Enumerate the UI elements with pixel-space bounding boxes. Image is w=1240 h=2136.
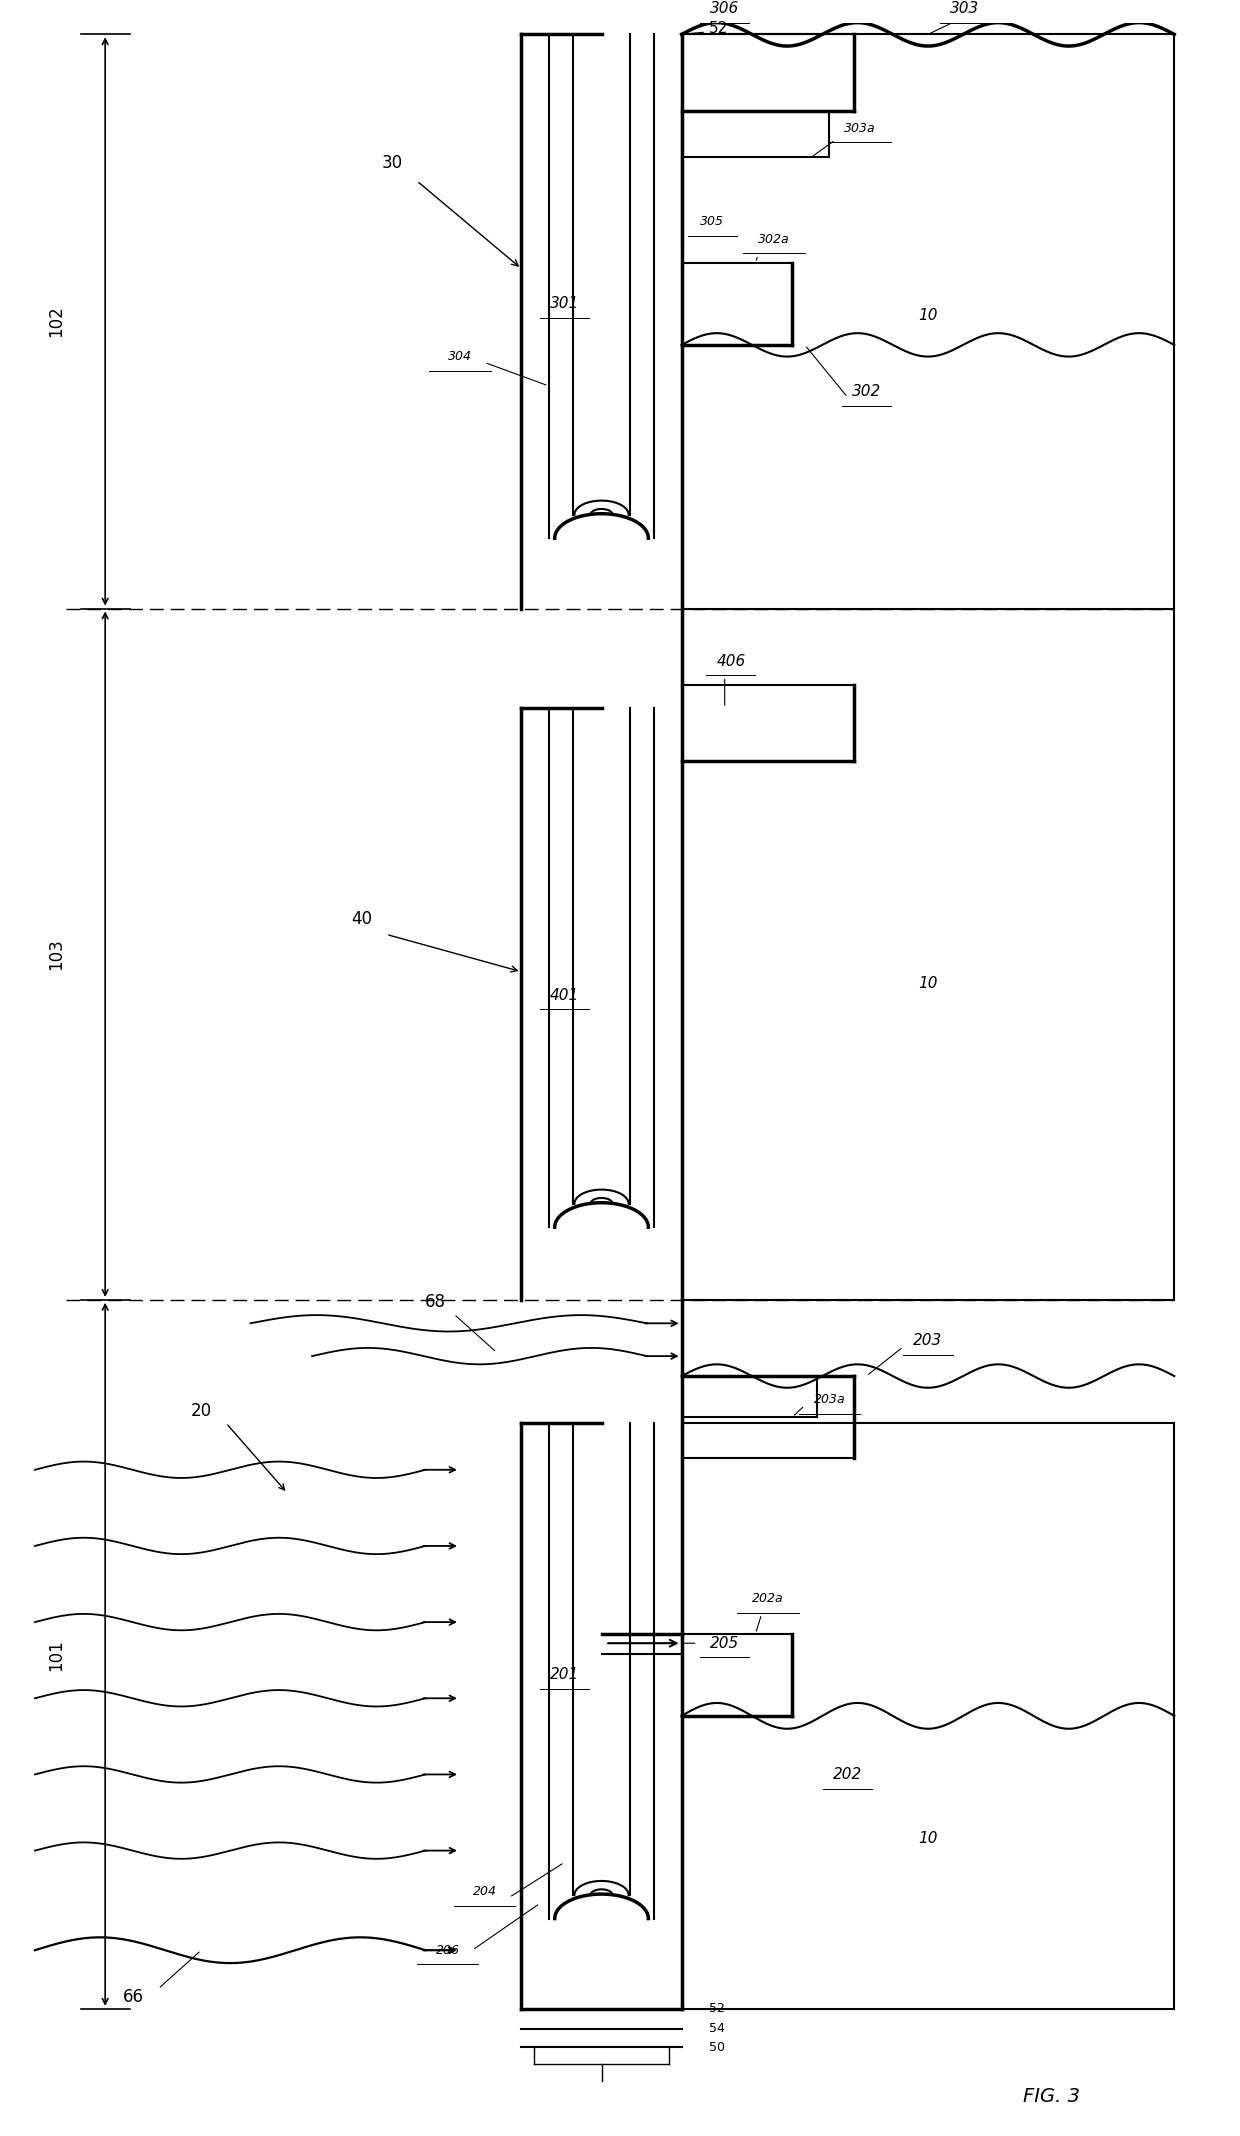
Text: 54: 54 [709,2023,724,2036]
Text: 20: 20 [191,1401,212,1420]
Text: 10: 10 [918,976,937,991]
Text: 304: 304 [448,350,472,363]
Text: 10: 10 [918,308,937,323]
Text: 50: 50 [709,2042,724,2055]
Bar [682,34,1174,609]
Text: 303: 303 [950,2,980,17]
Text: 102: 102 [47,305,64,337]
Text: 204: 204 [472,1886,496,1899]
Text: 52: 52 [709,2001,724,2014]
Text: 406: 406 [717,654,745,669]
Text: FIG. 3: FIG. 3 [1023,2087,1080,2106]
Text: 303a: 303a [844,122,875,135]
Text: 302: 302 [852,384,880,399]
Bar [682,609,1174,1301]
Text: 10: 10 [918,1831,937,1846]
Text: 66: 66 [123,1989,144,2006]
Text: 203: 203 [914,1333,942,1348]
Text: 101: 101 [47,1638,64,1670]
Text: 306: 306 [711,2,739,17]
Text: 40: 40 [351,910,372,927]
Text: 205: 205 [711,1636,739,1651]
Text: 68: 68 [425,1292,445,1312]
Text: 202a: 202a [751,1591,784,1604]
Text: 301: 301 [551,297,579,312]
Text: 201: 201 [551,1668,579,1683]
Text: 206: 206 [435,1944,460,1957]
Text: 203a: 203a [813,1393,846,1405]
Text: 202: 202 [833,1766,863,1781]
Text: 103: 103 [47,938,64,970]
Text: 52: 52 [709,21,728,36]
Bar [682,1423,1174,2008]
Text: 30: 30 [382,154,403,173]
Text: 302a: 302a [758,233,790,246]
Text: 305: 305 [701,216,724,229]
Text: 401: 401 [551,987,579,1002]
